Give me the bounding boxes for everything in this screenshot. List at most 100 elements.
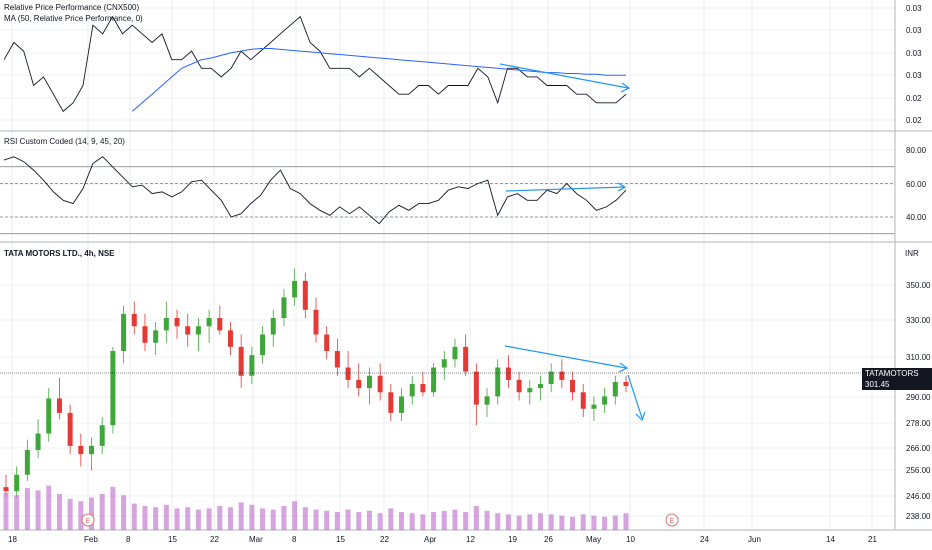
volume-bar: [377, 513, 383, 530]
candle-body: [505, 367, 511, 380]
volume-bar: [612, 515, 618, 530]
volume-bar: [163, 504, 169, 530]
candle-body: [292, 280, 298, 298]
volume-bar: [142, 506, 148, 530]
candle-body: [570, 379, 576, 393]
candle-body: [580, 392, 586, 409]
x-tick-label: 21: [868, 535, 877, 544]
volume-bar: [570, 516, 576, 530]
x-tick-label: 8: [126, 535, 131, 544]
projection-arrow-head: [635, 411, 646, 422]
volume-bar: [559, 515, 565, 530]
candle-body: [602, 396, 608, 405]
main-legend: TATA MOTORS LTD., 4h, NSE: [4, 249, 115, 258]
candle-body: [78, 445, 84, 455]
rsi-legend: RSI Custom Coded (14, 9, 45, 20): [4, 137, 125, 146]
volume-bar: [131, 503, 137, 530]
price-tag-symbol: TATAMOTORS: [865, 369, 919, 378]
x-tick-label: 15: [336, 535, 345, 544]
volume-bar: [580, 514, 586, 530]
volume-bar: [399, 512, 405, 530]
candle-body: [14, 474, 20, 492]
price-tick-label: 266.00: [906, 444, 931, 453]
candle-body: [548, 371, 554, 384]
volume-bar: [484, 510, 490, 530]
volume-bar: [345, 509, 351, 530]
candle-body: [67, 412, 73, 446]
rpp-tick-label: 0.03: [906, 4, 922, 13]
candle-body: [473, 371, 479, 405]
earnings-event-marker: [81, 513, 95, 527]
candle-body: [99, 425, 105, 446]
volume-bar: [516, 515, 522, 530]
candle-body: [195, 326, 201, 335]
volume-bar: [89, 497, 95, 530]
rpp-tick-label: 0.03: [906, 49, 922, 58]
volume-bar: [602, 516, 608, 530]
candle-body: [441, 359, 447, 368]
x-tick-label: 22: [380, 535, 389, 544]
candle-body: [334, 351, 340, 368]
volume-bar: [334, 512, 340, 530]
volume-bar: [313, 509, 319, 530]
candle-body: [153, 330, 159, 343]
volume-bar: [24, 488, 30, 530]
candle-body: [452, 346, 458, 360]
candle-body: [56, 398, 62, 413]
candle-body: [238, 346, 244, 376]
x-tick-label: May: [586, 535, 601, 544]
volume-bar: [153, 507, 159, 530]
volume-bar: [121, 495, 127, 530]
candle-body: [260, 334, 266, 356]
volume-bar: [302, 507, 308, 530]
volume-bar: [495, 513, 501, 530]
volume-bar: [505, 514, 511, 530]
price-tick-label: 246.00: [906, 492, 931, 501]
x-tick-label: 24: [700, 535, 709, 544]
price-tag: TATAMOTORS 301.45: [862, 368, 932, 390]
earnings-event-label: E: [670, 518, 675, 525]
x-tick-label: Mar: [249, 535, 263, 544]
candle-body: [142, 326, 148, 343]
price-tick-label: 310.00: [906, 353, 931, 362]
volume-bar: [388, 508, 394, 530]
candle-body: [345, 367, 351, 380]
candle-body: [163, 318, 169, 331]
volume-bar: [3, 492, 9, 530]
earnings-event-marker: [665, 513, 679, 527]
x-tick-label: 10: [626, 535, 635, 544]
price-tick-label: 238.00: [906, 512, 931, 521]
volume-bar: [260, 508, 266, 530]
candle-body: [281, 297, 287, 318]
volume-bar: [99, 494, 105, 530]
x-tick-label: 8: [292, 535, 297, 544]
x-tick-label: Apr: [424, 535, 437, 544]
candle-body: [3, 487, 9, 492]
candle-body: [559, 371, 565, 380]
volume-bar: [441, 510, 447, 530]
volume-bar: [356, 512, 362, 530]
candle-body: [185, 326, 191, 335]
divergence-arrow-head-rsi: [617, 182, 627, 192]
x-tick-label: 14: [826, 535, 835, 544]
volume-bar: [78, 501, 84, 530]
candle-body: [399, 396, 405, 413]
candle-body: [313, 309, 319, 335]
candle-body: [356, 379, 362, 389]
x-tick-label: 15: [168, 535, 177, 544]
volume-bar: [537, 513, 543, 530]
volume-bar: [548, 514, 554, 530]
price-tick-label: 290.00: [906, 393, 931, 402]
ma-line: [131, 48, 626, 112]
candle-body: [324, 334, 330, 351]
candle-body: [463, 346, 469, 372]
candle-body: [527, 388, 533, 393]
volume-bar: [591, 515, 597, 530]
candle-body: [420, 384, 426, 393]
candle-body: [227, 330, 233, 347]
candle-body: [270, 318, 276, 335]
candle-body: [89, 445, 95, 455]
rpp-tick-label: 0.03: [906, 26, 922, 35]
price-tick-label: 350.00: [906, 281, 931, 290]
